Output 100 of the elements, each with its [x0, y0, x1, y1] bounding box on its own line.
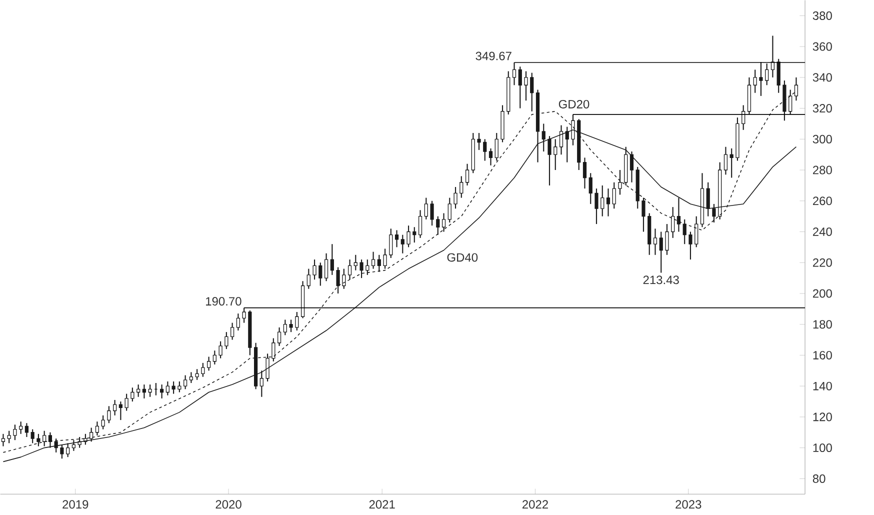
candlestick — [178, 380, 182, 393]
ref-line-label: 349.67 — [476, 52, 512, 60]
candlestick — [189, 372, 193, 384]
candlestick — [618, 169, 622, 196]
candlestick — [682, 218, 686, 245]
candlestick — [212, 350, 216, 365]
candlestick — [113, 399, 117, 416]
candlestick — [630, 150, 634, 183]
candlestick — [483, 138, 487, 162]
candlestick — [295, 311, 299, 332]
candlestick — [289, 319, 293, 333]
candlestick — [260, 370, 264, 398]
candlestick — [548, 135, 552, 186]
candlestick — [90, 427, 94, 442]
candlestick — [688, 231, 692, 260]
candlestick — [653, 228, 658, 256]
candlestick — [676, 197, 681, 232]
series-label: GD40 — [447, 253, 478, 262]
candlestick — [348, 258, 352, 280]
candlestick — [430, 200, 434, 226]
y-tick-label: 240 — [813, 227, 832, 236]
x-tick-label: 2020 — [216, 500, 242, 509]
candlestick — [148, 384, 152, 398]
candlestick — [600, 184, 604, 217]
y-tick-label: 160 — [813, 350, 832, 360]
candlestick — [236, 312, 240, 332]
candlestick — [377, 254, 381, 272]
candlestick — [224, 331, 228, 350]
candlestick — [724, 146, 728, 176]
candlestick — [530, 72, 534, 112]
candlestick — [524, 70, 528, 102]
y-tick-label: 320 — [812, 104, 832, 112]
series-label: GD20 — [558, 100, 590, 108]
y-tick-label: 100 — [813, 444, 832, 452]
candlestick — [765, 62, 769, 86]
candlestick — [166, 380, 170, 396]
candlestick — [172, 380, 176, 394]
candlestick — [201, 362, 205, 378]
y-tick-label: 260 — [813, 196, 832, 206]
candlestick — [354, 254, 358, 271]
candlestick — [460, 176, 464, 198]
candlestick — [753, 69, 757, 94]
candlestick — [242, 307, 246, 324]
candlestick — [448, 197, 452, 223]
candlestick — [418, 210, 422, 238]
candlestick — [101, 414, 105, 430]
candlestick — [207, 356, 211, 372]
candlestick — [118, 400, 122, 421]
candlestick — [360, 258, 364, 279]
candlestick — [283, 319, 287, 336]
candlestick — [612, 182, 616, 210]
candlestick — [366, 258, 370, 276]
candlestick — [488, 148, 493, 166]
candlestick — [406, 224, 410, 248]
candlestick — [730, 148, 734, 178]
candlestick — [218, 340, 222, 359]
candlestick — [742, 104, 746, 130]
candlestick — [95, 420, 99, 436]
candlestick — [1, 433, 6, 447]
candlestick — [412, 226, 416, 244]
candlestick — [706, 182, 710, 217]
candlestick — [582, 157, 587, 190]
y-tick-label: 380 — [812, 11, 832, 20]
candlestick — [642, 197, 646, 232]
candlestick — [518, 66, 522, 109]
x-tick-label: 2023 — [676, 500, 702, 509]
candlestick — [389, 228, 393, 258]
candlestick — [336, 266, 340, 294]
candlestick — [477, 132, 481, 150]
candlestick — [712, 203, 716, 223]
y-tick-label: 280 — [813, 166, 832, 174]
candlestick — [318, 262, 322, 286]
candlestick — [776, 58, 780, 94]
candlestick — [19, 420, 23, 434]
candlestick — [594, 188, 598, 225]
x-tick-label: 2022 — [522, 500, 548, 509]
candlestick — [60, 444, 64, 460]
candlestick — [130, 387, 134, 402]
candlestick — [606, 188, 610, 217]
candlestick — [124, 393, 128, 412]
candlestick — [465, 163, 470, 186]
candlestick — [230, 322, 234, 340]
y-tick-label: 220 — [813, 258, 832, 267]
ref-line-label: 190.70 — [206, 297, 242, 306]
candlestick — [36, 433, 40, 447]
candlestick — [30, 428, 34, 444]
candlestick — [42, 430, 46, 447]
candlestick — [324, 252, 328, 282]
candlestick — [454, 186, 458, 210]
candlestick — [442, 212, 446, 232]
candlestick — [436, 216, 440, 236]
candlestick — [659, 231, 663, 274]
candlestick — [588, 172, 592, 204]
candlestick — [383, 248, 387, 270]
candlestick — [554, 138, 558, 170]
candlestick — [312, 258, 316, 280]
candlestick — [512, 62, 516, 86]
y-tick-label: 300 — [812, 134, 832, 144]
candlestick — [400, 234, 404, 254]
y-tick-label: 140 — [813, 382, 832, 390]
